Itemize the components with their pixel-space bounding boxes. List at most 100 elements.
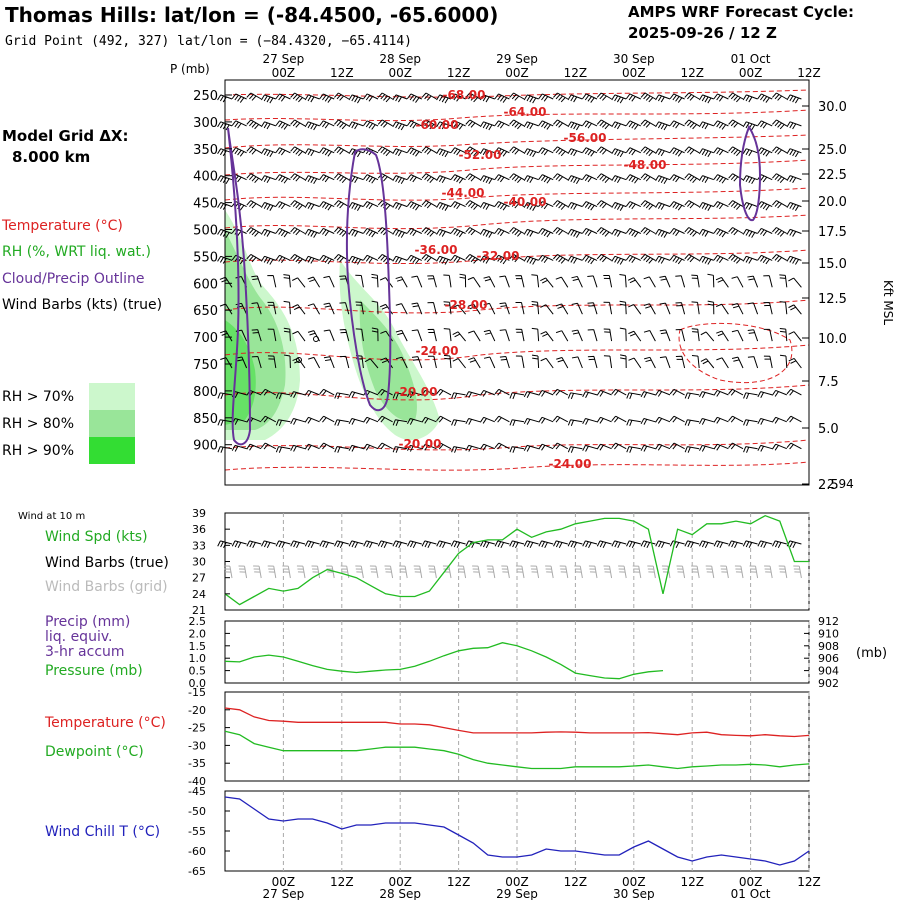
wind-barb: [246, 92, 262, 101]
wind-barb: [260, 175, 276, 184]
wind-barb: [659, 356, 671, 369]
wind-barb: [392, 175, 408, 185]
surface-height-label: 2.94: [827, 477, 854, 491]
wind-barb: [319, 388, 335, 396]
grid-wind-barb: [632, 565, 642, 579]
precip-pressure-panel: [224, 620, 810, 684]
wind-barb: [304, 255, 320, 264]
wind-barb: [494, 227, 510, 237]
pressure-axis-unit: P (mb): [170, 62, 210, 76]
wind-barb: [531, 274, 540, 288]
wind-barb: [396, 356, 408, 369]
wind-barb: [771, 389, 787, 397]
wind-barb: [619, 300, 627, 315]
wind-barb: [334, 392, 349, 400]
temperature-contour-label: -20.00: [399, 437, 442, 451]
wind-barb: [290, 146, 306, 157]
wind-barb: [640, 146, 656, 157]
axis-tick-label: 27: [192, 572, 206, 585]
grid-wind-barb: [457, 565, 467, 579]
wind-barb: [582, 418, 598, 425]
surface-wind-barb: [348, 540, 364, 549]
wind-barb: [377, 92, 393, 103]
grid-wind-barb: [778, 565, 788, 579]
axis-tick-label: 0.0: [189, 677, 207, 690]
height-axis-label: Kft MSL: [881, 280, 895, 325]
wind-barb: [747, 329, 759, 342]
wind-barb: [411, 275, 423, 288]
wind-barb: [596, 146, 612, 155]
wind-barb: [582, 147, 598, 157]
wind-barb: [531, 301, 540, 315]
wind-barb: [443, 354, 452, 369]
wind-barb: [348, 391, 364, 398]
axis-tick-label: 910: [818, 627, 839, 640]
wind-speed-label: Wind Spd (kts): [45, 529, 148, 545]
wind-barb: [450, 254, 466, 263]
wind-barb: [275, 201, 291, 210]
wind-barb: [339, 329, 350, 342]
wind-barb: [465, 227, 481, 236]
grid-wind-barb: [764, 565, 773, 579]
pressure-tick-label: 700: [193, 331, 218, 346]
pressure-tick-label: 500: [193, 224, 218, 239]
wind-barb: [450, 174, 466, 184]
wind-barb: [553, 119, 569, 128]
wind-barb: [283, 327, 291, 342]
precip-label-3: 3-hr accum: [45, 644, 125, 660]
wind-barb: [465, 200, 481, 210]
rh90-swatch: [89, 437, 135, 464]
wind-barb: [392, 202, 408, 210]
surface-wind-barb: [582, 540, 598, 549]
wind-barb: [538, 201, 554, 210]
wind-barb: [713, 93, 729, 102]
wind-barb: [659, 329, 671, 342]
wind-barb: [323, 329, 335, 342]
axis-tick-label: 33: [192, 539, 206, 552]
wind-barb: [479, 94, 495, 103]
temperature-contour-label: -24.00: [549, 457, 592, 471]
surface-wind-barb: [231, 540, 247, 549]
wind-barb: [392, 94, 408, 103]
wind-barb: [757, 93, 773, 103]
wind-barb: [611, 442, 627, 450]
pressure-tick-label: 850: [193, 412, 218, 427]
wind-barb: [728, 227, 744, 236]
height-tick-label: 17.5: [818, 225, 847, 240]
legend-wind-barbs: Wind Barbs (kts) (true): [2, 297, 162, 313]
wind-barb: [603, 301, 613, 315]
wind-barb: [377, 442, 393, 450]
wind-barb: [538, 227, 554, 238]
wind-barb: [571, 356, 583, 369]
wind-barb: [260, 415, 277, 423]
wind-barb: [713, 120, 729, 130]
top-hour-label: 00Z: [622, 66, 646, 80]
wind-barb: [217, 94, 233, 103]
wind-barb: [377, 119, 393, 128]
wind-barb: [377, 388, 393, 396]
pressure-tick-label: 650: [193, 304, 218, 319]
wind-barb: [421, 200, 437, 209]
wind-barb: [290, 418, 306, 425]
wind-barb: [339, 355, 350, 369]
wind-barb: [392, 392, 408, 400]
wind-barb: [771, 443, 787, 451]
wind-barb: [465, 146, 481, 157]
wind-barb: [304, 389, 320, 397]
wind-barb: [275, 147, 291, 156]
wind-barb: [251, 275, 262, 288]
wind-barb: [538, 389, 554, 397]
wind-barb: [371, 300, 379, 315]
wind-barb: [465, 92, 481, 103]
wind-barb: [675, 302, 686, 315]
wind-barb: [246, 443, 262, 451]
height-tick-label: 2.5: [818, 478, 839, 493]
wind-barb: [450, 147, 466, 156]
bottom-hour-label: 12Z: [564, 875, 588, 889]
pressure-tick-label: 400: [193, 170, 218, 185]
wind-barb: [771, 416, 787, 424]
wind-barb: [231, 120, 247, 129]
wind-barb: [582, 120, 598, 129]
wind-barb: [246, 173, 262, 184]
